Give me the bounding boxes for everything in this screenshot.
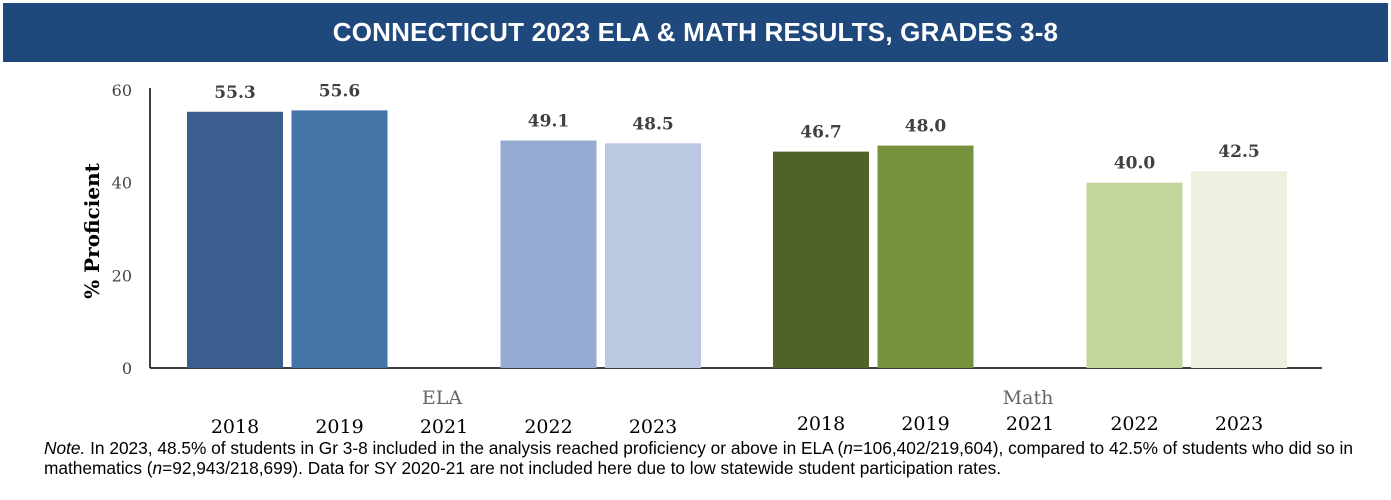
group-label-math: Math bbox=[1003, 387, 1054, 409]
x-tick-label: 2021 bbox=[1006, 413, 1054, 435]
x-tick-label: 2022 bbox=[1110, 413, 1158, 435]
chart-note: Note. In 2023, 48.5% of students in Gr 3… bbox=[44, 438, 1364, 478]
x-tick-label: 2019 bbox=[315, 416, 363, 438]
note-text: In 2023, 48.5% of students in Gr 3-8 inc… bbox=[44, 438, 1353, 478]
data-label: 55.6 bbox=[319, 81, 360, 101]
x-tick-label: 2018 bbox=[211, 416, 259, 438]
bar-math-2019 bbox=[877, 145, 974, 368]
bar-ela-2019 bbox=[291, 110, 388, 369]
data-label: 49.1 bbox=[528, 112, 569, 132]
note-label: Note. bbox=[44, 438, 86, 458]
x-tick-label: 2018 bbox=[797, 413, 845, 435]
bar-math-2023 bbox=[1191, 171, 1287, 368]
chart-title: CONNECTICUT 2023 ELA & MATH RESULTS, GRA… bbox=[332, 17, 1059, 47]
data-label: 48.0 bbox=[905, 117, 947, 137]
x-tick-label: 2023 bbox=[629, 416, 677, 438]
y-tick-label: 0 bbox=[122, 359, 132, 378]
data-label: 40.0 bbox=[1114, 154, 1156, 174]
bar-math-2022 bbox=[1086, 182, 1183, 368]
x-tick-label: 2021 bbox=[420, 416, 468, 438]
data-label: 55.3 bbox=[214, 83, 255, 103]
x-tick-label: 2023 bbox=[1215, 413, 1263, 435]
y-tick-label: 40 bbox=[112, 174, 132, 193]
x-tick-label: 2022 bbox=[524, 416, 572, 438]
x-tick-label: 2019 bbox=[901, 413, 949, 435]
data-label: 46.7 bbox=[800, 123, 841, 143]
group-label-ela: ELA bbox=[422, 387, 462, 409]
bar-ela-2022 bbox=[500, 140, 597, 368]
bar-ela-2018 bbox=[187, 111, 283, 368]
data-label: 42.5 bbox=[1218, 142, 1259, 162]
y-axis-label: % Proficient bbox=[80, 162, 104, 298]
bar-math-2018 bbox=[773, 151, 869, 368]
chart-title-banner: CONNECTICUT 2023 ELA & MATH RESULTS, GRA… bbox=[3, 3, 1388, 62]
bar-chart: 0 20 40 60 % Proficient 55.3 2018 55.6 2019 2021 4… bbox=[80, 81, 1322, 438]
y-tick-label: 20 bbox=[112, 266, 132, 285]
bar-ela-2023 bbox=[605, 143, 701, 368]
data-label: 48.5 bbox=[632, 114, 673, 134]
y-tick-label: 60 bbox=[112, 81, 132, 100]
